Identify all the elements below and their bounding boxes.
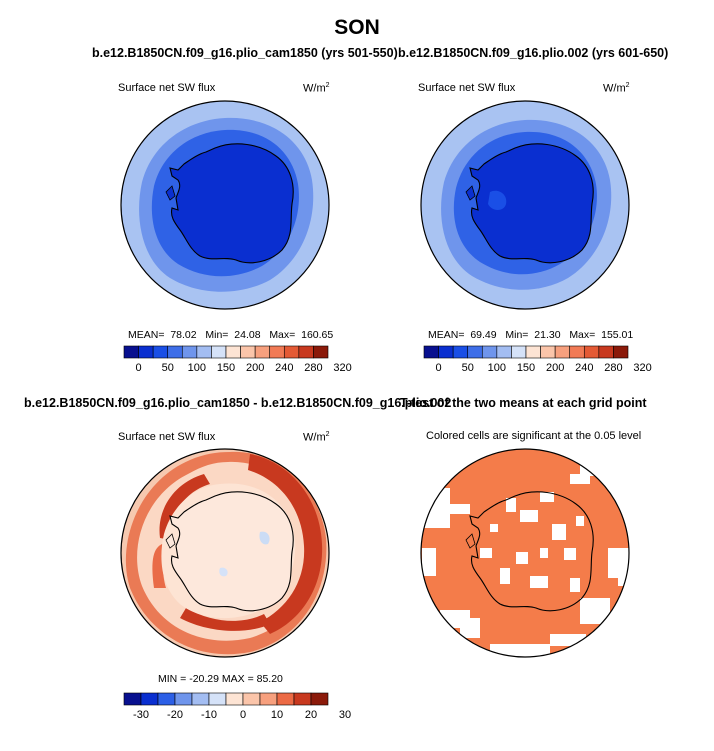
panel1-variable-label: Surface net SW flux [118, 82, 216, 94]
panel2-colorbar-tick-label: 50 [462, 362, 474, 374]
panel1-colorbar-swatch [152, 345, 169, 359]
panel3-colorbar-tick-label: 10 [271, 709, 283, 721]
panel1-title: b.e12.B1850CN.f09_g16.plio_cam1850 (yrs … [92, 46, 398, 60]
panel3-polar-map [120, 448, 330, 658]
panel1-colorbar-tick-label: 50 [162, 362, 174, 374]
panel2-colorbar-tick-label: 320 [633, 362, 651, 374]
panel3-colorbar-swatch [191, 692, 210, 706]
panel1-colorbar-swatch [283, 345, 300, 359]
panel1-polar-map [120, 100, 330, 310]
panel2-colorbar-tick-label: 200 [546, 362, 564, 374]
panel2-colorbar-swatch [554, 345, 571, 359]
panel2-colorbar-tick-label: 150 [517, 362, 535, 374]
panel2-title: b.e12.B1850CN.f09_g16.plio.002 (yrs 601-… [398, 46, 669, 60]
panel2-colorbar-swatch [423, 345, 439, 359]
panel1-colorbar-swatch [269, 345, 285, 359]
panel3-colorbar-tick-label: 30 [339, 709, 351, 721]
panel1-colorbar-tick-label: 320 [333, 362, 351, 374]
panel3-colorbar-tick-label: -20 [167, 709, 183, 721]
panel3-colorbar-tick-label: 20 [305, 709, 317, 721]
panel4-subtitle: Colored cells are significant at the 0.0… [426, 430, 642, 442]
panel2-polar-map [420, 100, 630, 310]
panel2-colorbar-swatch [467, 345, 483, 359]
panel1-colorbar-swatch [298, 345, 314, 359]
panel2-antarctica [469, 143, 594, 264]
panel3-colorbar-swatch [225, 692, 244, 706]
panel1-colorbar-tick-label: 240 [275, 362, 293, 374]
panel2-colorbar-tick-label: 100 [488, 362, 506, 374]
panel2-colorbar-swatch [540, 345, 556, 359]
panel3-antarctica [169, 491, 294, 612]
panel1-colorbar-swatch [254, 345, 271, 359]
panel2-variable-label: Surface net SW flux [418, 82, 516, 94]
panel2-colorbar-swatch [583, 345, 600, 359]
panel3-colorbar-swatch [123, 692, 142, 706]
panel1-colorbar-tick-label: 0 [136, 362, 142, 374]
panel1-colorbar-swatch [181, 345, 198, 359]
panel3-colorbar-swatch [157, 692, 176, 706]
panel3-title: b.e12.B1850CN.f09_g16.plio_cam1850 - b.e… [24, 396, 452, 410]
panel1-colorbar-tick-label: 200 [246, 362, 264, 374]
panel4-title: T-test of the two means at each grid poi… [400, 396, 647, 410]
panel1-colorbar-swatch [123, 345, 139, 359]
panel1-colorbar-swatch [211, 345, 227, 359]
panel3-colorbar-swatch [259, 692, 278, 706]
panel4-polar-map [420, 448, 630, 658]
panel2-colorbar-swatch [438, 345, 454, 359]
main-title: SON [334, 16, 380, 39]
panel2-colorbar-swatch [613, 345, 629, 359]
panel4-antarctica [469, 491, 594, 612]
panel3-colorbar-swatch [310, 692, 329, 706]
panel2-colorbar-swatch [525, 345, 541, 359]
panel3-colorbar-swatch [174, 692, 193, 706]
panel1-colorbar-tick-label: 280 [304, 362, 322, 374]
panel1-colorbar-swatch [138, 345, 154, 359]
panel1-units-label: W/m2 [303, 82, 330, 95]
panel1-colorbar-tick-label: 150 [217, 362, 235, 374]
panel1-colorbar-swatch [167, 345, 183, 359]
panel3-mid-ring [248, 454, 323, 634]
panel2-colorbar-tick-label: 280 [604, 362, 622, 374]
panel3-colorbar-swatch [208, 692, 227, 706]
panel2-colorbar: 0 50 100 150 200 240 280 320 [423, 345, 652, 374]
panel2-colorbar-tick-label: 240 [575, 362, 593, 374]
panel2-colorbar-swatch [511, 345, 527, 359]
panel3-colorbar-swatch [140, 692, 159, 706]
panel2-colorbar-swatch [496, 345, 512, 359]
panel1-colorbar-swatch [240, 345, 256, 359]
panel2-colorbar-swatch [481, 345, 498, 359]
panel3-variable-label: Surface net SW flux [118, 431, 216, 443]
panel1-colorbar-tick-label: 100 [188, 362, 206, 374]
panel2-stats: MEAN= 69.49 Min= 21.30 Max= 155.01 [428, 329, 634, 341]
panel2-colorbar-swatch [569, 345, 585, 359]
panel3-colorbar-swatch [293, 692, 312, 706]
panel3-colorbar-swatch [242, 692, 261, 706]
panel2-units-label: W/m2 [603, 82, 630, 95]
panel2-colorbar-swatch [452, 345, 469, 359]
panel1-colorbar: 0 50 100 150 200 240 280 320 [123, 345, 352, 374]
panel1-colorbar-swatch [225, 345, 241, 359]
panel1-colorbar-swatch [196, 345, 212, 359]
panel1-stats: MEAN= 78.02 Min= 24.08 Max= 160.65 [128, 329, 334, 341]
panel3-colorbar-tick-label: -10 [201, 709, 217, 721]
panel3-colorbar-tick-label: 0 [240, 709, 246, 721]
panel3-stats: MIN = -20.29 MAX = 85.20 [158, 673, 283, 685]
panel3-colorbar: -30 -20 -10 0 10 20 30 [123, 692, 351, 721]
panel3-units-label: W/m2 [303, 431, 330, 444]
panel2-colorbar-swatch [598, 345, 614, 359]
panel3-colorbar-swatch [276, 692, 295, 706]
panel1-colorbar-swatch [313, 345, 329, 359]
panel2-colorbar-tick-label: 0 [436, 362, 442, 374]
panel3-colorbar-tick-label: -30 [133, 709, 149, 721]
panel1-antarctica [169, 143, 294, 264]
